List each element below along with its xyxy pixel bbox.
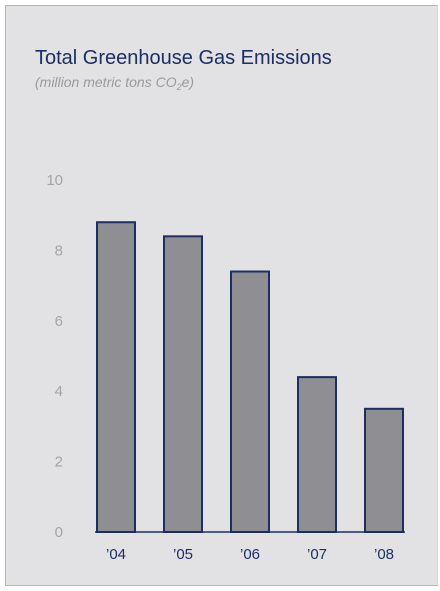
bar	[364, 407, 404, 533]
y-tick-label: 2	[55, 454, 63, 471]
chart-title: Total Greenhouse Gas Emissions	[35, 47, 332, 69]
x-tick-label: ’08	[374, 546, 394, 563]
x-tick-label: ’04	[106, 546, 126, 563]
bar	[163, 235, 203, 533]
chart-subtitle: (million metric tons CO2e)	[35, 74, 194, 92]
bar	[230, 270, 270, 533]
y-tick-label: 10	[46, 172, 63, 189]
x-tick-label: ’05	[173, 546, 193, 563]
bar	[297, 376, 337, 533]
subtitle-prefix: (million metric tons CO	[35, 74, 177, 90]
y-axis: 0 2 4 6 8 10	[46, 172, 63, 541]
x-tick-label: ’07	[307, 546, 327, 563]
y-tick-label: 6	[55, 313, 63, 330]
y-tick-label: 0	[55, 524, 63, 541]
x-axis: ’04 ’05 ’06 ’07 ’08	[106, 546, 394, 563]
bars-group	[96, 221, 404, 534]
bar	[96, 221, 136, 534]
y-tick-label: 4	[55, 383, 63, 400]
subtitle-subscript: 2	[176, 82, 182, 92]
x-tick-label: ’06	[240, 546, 260, 563]
subtitle-suffix: e)	[181, 74, 195, 90]
y-tick-label: 8	[55, 242, 63, 259]
